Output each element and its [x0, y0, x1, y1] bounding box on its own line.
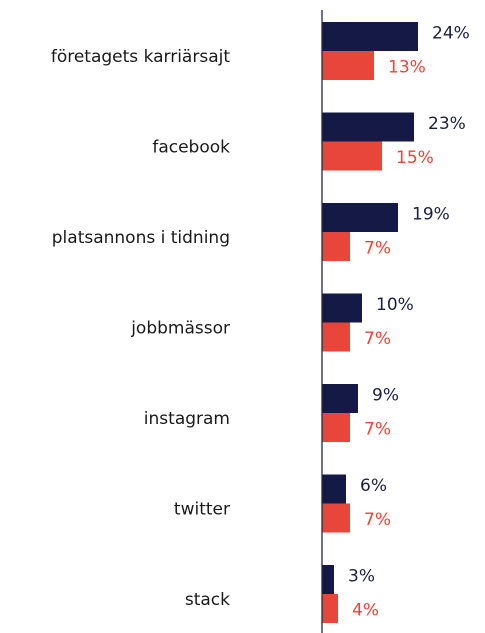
- bar-dark: [322, 474, 346, 504]
- category-label: företagets karriärsajt: [51, 47, 230, 67]
- category-label: instagram: [144, 409, 230, 429]
- bar-red: [322, 141, 382, 171]
- category-label: platsannons i tidning: [52, 228, 230, 248]
- bar-dark: [322, 384, 358, 413]
- value-label-dark: 19%: [412, 205, 450, 225]
- bar-red: [322, 322, 350, 352]
- value-label-red: 13%: [388, 58, 426, 78]
- value-label-dark: 23%: [428, 114, 466, 134]
- value-labels: 24% 13% 23% 15% 19% 7% 10% 7% 9% 7% 6% 7% 3% 4%: [348, 24, 470, 621]
- category-label: facebook: [152, 138, 230, 158]
- value-label-red: 15%: [396, 148, 434, 168]
- bar-red: [322, 413, 350, 442]
- bar-dark: [322, 565, 334, 594]
- bar-dark: [322, 112, 414, 142]
- value-label-red: 7%: [364, 510, 391, 530]
- bar-red: [322, 503, 350, 533]
- value-label-red: 7%: [364, 239, 391, 259]
- bar-dark: [322, 203, 398, 232]
- value-label-red: 4%: [352, 601, 379, 621]
- bar-red: [322, 594, 338, 623]
- value-label-dark: 3%: [348, 567, 375, 587]
- category-label: stack: [185, 590, 230, 610]
- category-labels: företagets karriärsajt facebook platsannon…: [51, 47, 230, 610]
- category-label: twitter: [174, 500, 230, 520]
- value-label-dark: 10%: [376, 295, 414, 315]
- bar-dark: [322, 293, 362, 323]
- bars: [322, 22, 418, 623]
- value-label-dark: 9%: [372, 386, 399, 406]
- bar-red: [322, 51, 374, 80]
- value-label-dark: 6%: [360, 476, 387, 496]
- bar-dark: [322, 22, 418, 51]
- value-label-red: 7%: [364, 329, 391, 349]
- value-label-red: 7%: [364, 420, 391, 440]
- value-label-dark: 24%: [432, 24, 470, 44]
- bar-red: [322, 232, 350, 261]
- category-label: jobbmässor: [130, 319, 230, 339]
